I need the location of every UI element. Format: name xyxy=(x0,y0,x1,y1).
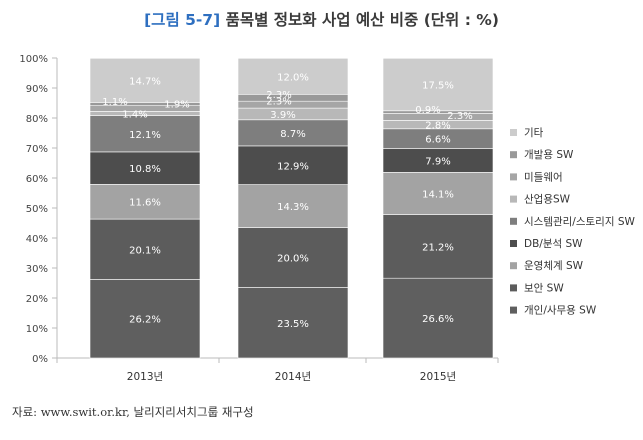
y-tick-label: 40% xyxy=(26,234,48,245)
legend-label: 미들웨어 xyxy=(524,171,563,183)
data-label: 2.3% xyxy=(266,97,291,108)
legend-swatch xyxy=(510,284,517,292)
bar-segment xyxy=(89,218,201,280)
y-tick-label: 30% xyxy=(26,264,48,275)
legend-swatch xyxy=(510,195,517,203)
legend-label: 운영체계 SW xyxy=(524,260,584,272)
y-tick-label: 20% xyxy=(26,294,48,305)
bar-segment xyxy=(237,100,349,109)
data-label: 14.3% xyxy=(277,202,309,213)
data-label: 10.8% xyxy=(129,164,161,175)
legend-label: 개인/사무용 SW xyxy=(524,305,597,317)
stacked-bar-chart: 0% 10% 20% 30% 40% 50% 60% 70% 80% 90% 100% 2013년 20… xyxy=(19,54,635,383)
y-tick-label: 90% xyxy=(26,84,48,95)
bar-segment xyxy=(237,94,349,102)
data-label: 17.5% xyxy=(422,81,454,92)
legend-label: 기타 xyxy=(524,127,544,139)
bar-segment xyxy=(89,151,201,185)
legend-label: 산업용SW xyxy=(524,193,571,206)
y-tick-label: 60% xyxy=(26,174,48,185)
data-label: 26.6% xyxy=(422,314,454,325)
y-tick-label: 70% xyxy=(26,144,48,155)
bar-segment xyxy=(89,279,201,359)
legend-label: 시스템관리/스토리지 SW xyxy=(524,216,635,228)
data-label: 14.7% xyxy=(129,76,161,87)
data-label: 12.9% xyxy=(277,161,309,172)
bar-segment xyxy=(237,57,349,95)
data-label: 7.9% xyxy=(425,156,450,167)
y-tick-label: 80% xyxy=(26,114,48,125)
legend-swatch xyxy=(510,217,517,225)
bar-segment xyxy=(89,57,201,103)
legend-label: 개발용 SW xyxy=(524,149,574,161)
data-label: 8.7% xyxy=(280,129,305,140)
chart-title: [그림 5-7] 품목별 정보화 사업 예산 비중 (단위 : %) xyxy=(0,8,643,30)
data-label: 20.0% xyxy=(277,254,309,265)
bar-segment xyxy=(382,172,494,215)
data-label: 14.1% xyxy=(422,189,454,200)
data-label: 23.5% xyxy=(277,319,309,330)
bar-segment xyxy=(382,57,494,112)
data-label: 6.6% xyxy=(425,135,450,146)
title-text: 품목별 정보화 사업 예산 비중 (단위 : %) xyxy=(225,11,499,29)
y-tick-label: 100% xyxy=(19,54,48,65)
legend-swatch xyxy=(510,306,517,314)
data-label: 12.0% xyxy=(277,72,309,83)
y-tick-label: 10% xyxy=(26,324,48,335)
figure-number: [그림 5-7] xyxy=(144,11,221,29)
x-tick-label: 2013년 xyxy=(127,371,163,383)
legend-label: DB/분석 SW xyxy=(524,238,583,250)
bar-segment xyxy=(237,287,349,359)
x-tick-label: 2014년 xyxy=(275,371,311,383)
data-label: 11.6% xyxy=(129,198,161,209)
data-label: 0.9% xyxy=(415,105,440,116)
bar-segment xyxy=(382,277,494,359)
data-label: 2.3% xyxy=(266,90,291,101)
legend-label: 보안 SW xyxy=(524,282,564,294)
x-tick-label: 2015년 xyxy=(420,371,456,383)
legend-swatch xyxy=(510,173,517,181)
data-label: 1.9% xyxy=(164,100,189,111)
data-label: 2.8% xyxy=(425,121,450,132)
bar-segment xyxy=(237,227,349,288)
bar-segment xyxy=(382,214,494,279)
data-label: 1.1% xyxy=(102,97,127,108)
legend-swatch xyxy=(510,129,517,136)
data-label: 3.9% xyxy=(270,110,295,121)
legend-swatch xyxy=(510,240,517,247)
source-note: 자료: www.swit.or.kr, 날리지리서치그룹 재구성 xyxy=(12,405,254,419)
y-tick-label: 50% xyxy=(26,204,48,215)
bar-segment xyxy=(89,115,201,153)
bar-segment xyxy=(89,184,201,220)
data-label: 21.2% xyxy=(422,242,454,253)
legend-swatch xyxy=(510,262,517,270)
data-label: 20.1% xyxy=(129,245,161,256)
data-label: 2.3% xyxy=(447,111,472,122)
data-label: 1.4% xyxy=(122,110,147,121)
y-tick-label: 0% xyxy=(32,354,48,365)
data-label: 26.2% xyxy=(129,315,161,326)
legend-swatch xyxy=(510,151,517,159)
bar-segment xyxy=(237,184,349,228)
data-label: 12.1% xyxy=(129,130,161,141)
